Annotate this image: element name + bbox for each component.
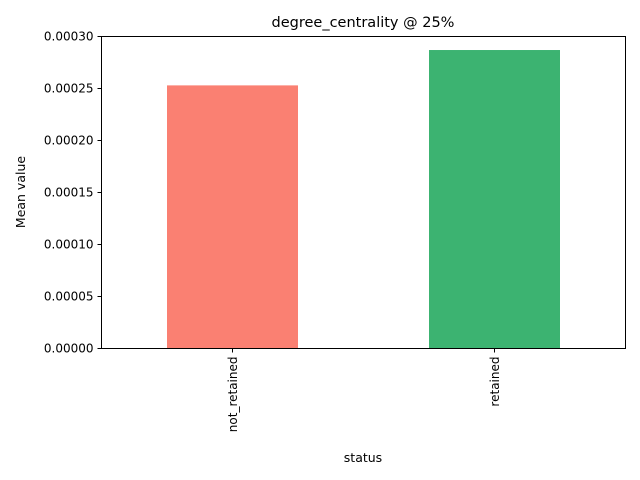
y-tick-label: 0.00020	[44, 134, 94, 148]
bar-retained	[429, 50, 560, 349]
x-tick-label-not-retained: not_retained	[226, 357, 240, 433]
y-axis-label: Mean value	[13, 156, 28, 228]
y-tick-label: 0.00015	[44, 186, 94, 200]
x-axis: not_retained retained	[226, 348, 502, 433]
y-tick-label: 0.00000	[44, 342, 94, 356]
x-axis-label: status	[344, 450, 382, 465]
y-axis: 0.00000 0.00005 0.00010 0.00015 0.00020 0.000…	[44, 30, 102, 356]
chart-title: degree_centrality @ 25%	[272, 15, 455, 31]
bar-not-retained	[167, 85, 298, 349]
y-tick-label: 0.00025	[44, 82, 94, 96]
bar-group	[167, 50, 560, 349]
y-tick-label: 0.00030	[44, 30, 94, 44]
x-tick-label-retained: retained	[488, 357, 502, 407]
y-tick-label: 0.00005	[44, 290, 94, 304]
y-tick-label: 0.00010	[44, 238, 94, 252]
